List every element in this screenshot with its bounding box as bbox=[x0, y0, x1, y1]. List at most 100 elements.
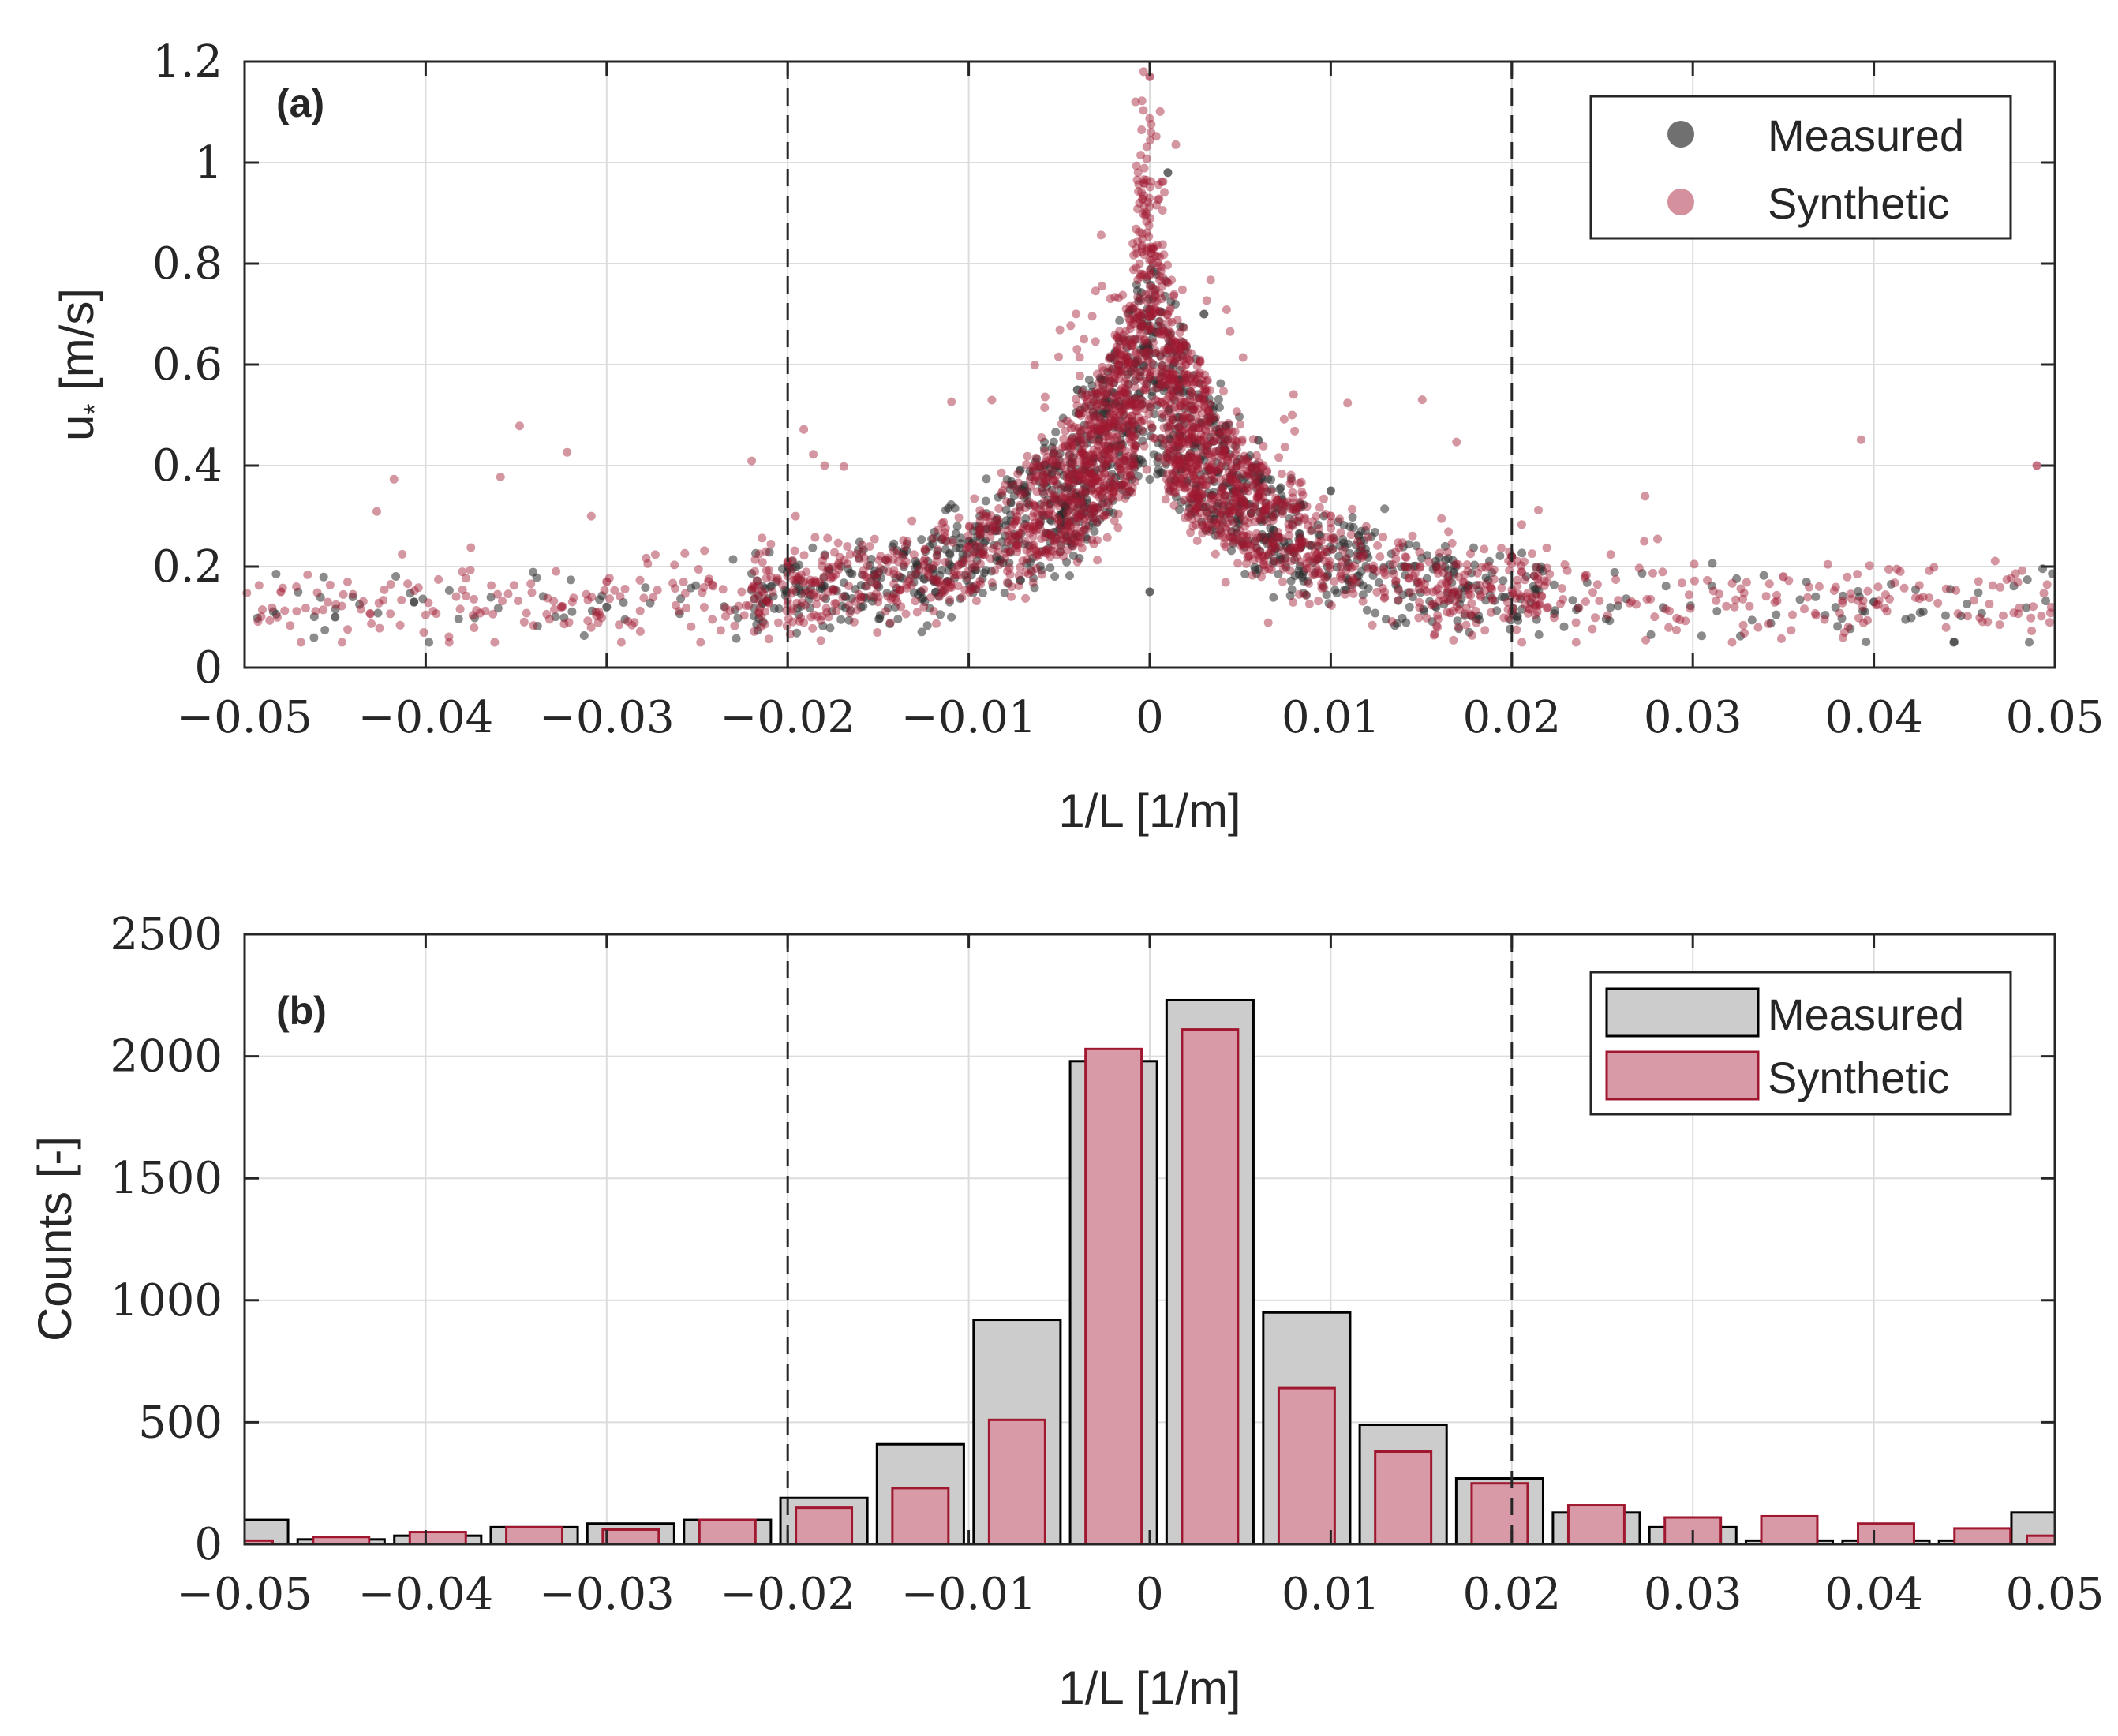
scatter-point-measured bbox=[2022, 603, 2031, 612]
scatter-point-synthetic bbox=[1838, 598, 1847, 608]
scatter-point-synthetic bbox=[1061, 426, 1070, 436]
scatter-point-synthetic bbox=[1571, 618, 1581, 627]
scatter-point-synthetic bbox=[1002, 526, 1012, 536]
scatter-point-synthetic bbox=[1211, 413, 1221, 422]
scatter-point-synthetic bbox=[1963, 612, 1972, 621]
scatter-point-measured bbox=[620, 615, 630, 624]
scatter-point-synthetic bbox=[410, 586, 419, 596]
scatter-point-measured bbox=[1189, 422, 1199, 432]
scatter-point-synthetic bbox=[1068, 532, 1077, 541]
scatter-point-synthetic bbox=[461, 574, 470, 583]
scatter-point-synthetic bbox=[493, 589, 502, 599]
scatter-point-synthetic bbox=[1933, 598, 1943, 608]
scatter-point-synthetic bbox=[1517, 638, 1527, 647]
scatter-point-synthetic bbox=[1761, 592, 1771, 601]
scatter-point-synthetic bbox=[1160, 376, 1169, 386]
scatter-point-measured bbox=[1072, 464, 1081, 473]
scatter-point-synthetic bbox=[1175, 440, 1184, 450]
scatter-point-measured bbox=[747, 569, 756, 578]
scatter-point-measured bbox=[840, 603, 850, 612]
scatter-point-synthetic bbox=[872, 580, 881, 589]
scatter-point-synthetic bbox=[1211, 549, 1220, 559]
scatter-point-synthetic bbox=[1779, 572, 1788, 582]
scatter-point-synthetic bbox=[1653, 534, 1662, 544]
scatter-point-measured bbox=[1401, 618, 1411, 627]
scatter-point-synthetic bbox=[1027, 567, 1037, 576]
scatter-point-measured bbox=[978, 589, 987, 597]
scatter-panel: −0.05 −0.04 −0.03 −0.02 −0.01 0 0.01 0.02 0.03 0.… bbox=[51, 36, 2104, 837]
scatter-point-measured bbox=[1394, 596, 1403, 605]
scatter-point-synthetic bbox=[1180, 340, 1189, 350]
scatter-point-synthetic bbox=[1139, 106, 1148, 115]
scatter-point-measured bbox=[1381, 615, 1390, 624]
scatter-point-measured bbox=[1447, 578, 1457, 587]
scatter-point-synthetic bbox=[1320, 544, 1330, 554]
scatter-point-synthetic bbox=[873, 628, 882, 637]
scatter-point-synthetic bbox=[1093, 556, 1102, 565]
scatter-point-synthetic bbox=[1468, 583, 1477, 593]
scatter-point-synthetic bbox=[292, 607, 301, 616]
scatter-point-synthetic bbox=[395, 620, 405, 630]
scatter-point-measured bbox=[1139, 427, 1148, 436]
scatter-point-synthetic bbox=[650, 550, 660, 559]
scatter-point-synthetic bbox=[1226, 503, 1235, 513]
scatter-point-synthetic bbox=[432, 609, 441, 619]
bar-synthetic bbox=[1566, 1504, 1626, 1546]
scatter-point-synthetic bbox=[934, 525, 943, 534]
scatter-point-synthetic bbox=[1417, 395, 1427, 405]
scatter-point-synthetic bbox=[764, 634, 773, 644]
scatter-point-synthetic bbox=[1151, 284, 1161, 294]
scatter-point-measured bbox=[1158, 308, 1167, 317]
scatter-point-measured bbox=[855, 537, 864, 547]
scatter-point-measured bbox=[1274, 533, 1283, 542]
scatter-point-synthetic bbox=[365, 609, 375, 619]
scatter-point-synthetic bbox=[1222, 518, 1232, 528]
scatter-point-measured bbox=[1380, 504, 1390, 514]
scatter-point-synthetic bbox=[1745, 601, 1754, 611]
scatter-point-synthetic bbox=[1132, 402, 1141, 412]
scatter-point-synthetic bbox=[1037, 433, 1046, 442]
scatter-point-synthetic bbox=[1319, 572, 1329, 582]
scatter-point-synthetic bbox=[1378, 583, 1387, 593]
scatter-point-measured bbox=[1106, 460, 1115, 469]
scatter-point-synthetic bbox=[1088, 406, 1098, 416]
scatter-point-synthetic bbox=[1437, 514, 1446, 523]
scatter-point-synthetic bbox=[1312, 511, 1321, 521]
scatter-point-measured bbox=[1308, 526, 1317, 535]
y-axis-label-sub: * bbox=[78, 404, 110, 415]
scatter-point-synthetic bbox=[1487, 608, 1496, 617]
scatter-point-measured bbox=[1228, 533, 1237, 542]
scatter-point-synthetic bbox=[971, 597, 981, 605]
scatter-point-synthetic bbox=[865, 542, 874, 551]
scatter-point-measured bbox=[1215, 526, 1225, 535]
scatter-point-measured bbox=[825, 623, 835, 633]
scatter-point-synthetic bbox=[1177, 285, 1187, 294]
scatter-point-measured bbox=[732, 634, 741, 643]
scatter-point-synthetic bbox=[526, 579, 536, 589]
scatter-point-measured bbox=[1326, 486, 1335, 496]
scatter-point-synthetic bbox=[1305, 540, 1315, 549]
scatter-point-measured bbox=[950, 574, 960, 583]
scatter-point-measured bbox=[1058, 413, 1068, 423]
scatter-point-measured bbox=[1006, 548, 1015, 557]
scatter-point-synthetic bbox=[1242, 467, 1252, 476]
scatter-point-synthetic bbox=[1257, 572, 1266, 582]
scatter-point-synthetic bbox=[292, 582, 301, 591]
scatter-point-synthetic bbox=[1057, 493, 1067, 503]
x-axis-label-b: 1/L [1/m] bbox=[1058, 1662, 1240, 1715]
scatter-point-synthetic bbox=[823, 533, 833, 543]
scatter-point-synthetic bbox=[1025, 529, 1035, 538]
scatter-point-synthetic bbox=[1136, 367, 1145, 376]
scatter-point-synthetic bbox=[1146, 420, 1155, 429]
scatter-point-measured bbox=[1312, 555, 1322, 564]
scatter-point-measured bbox=[875, 614, 885, 623]
scatter-point-measured bbox=[1532, 584, 1541, 593]
scatter-point-measured bbox=[1206, 475, 1215, 485]
scatter-point-measured bbox=[406, 589, 415, 598]
scatter-point-measured bbox=[1163, 422, 1173, 432]
scatter-point-synthetic bbox=[403, 579, 413, 589]
scatter-point-measured bbox=[1240, 486, 1249, 496]
scatter-point-synthetic bbox=[1115, 327, 1124, 336]
scatter-point-synthetic bbox=[1458, 578, 1468, 587]
scatter-point-measured bbox=[1030, 583, 1039, 593]
